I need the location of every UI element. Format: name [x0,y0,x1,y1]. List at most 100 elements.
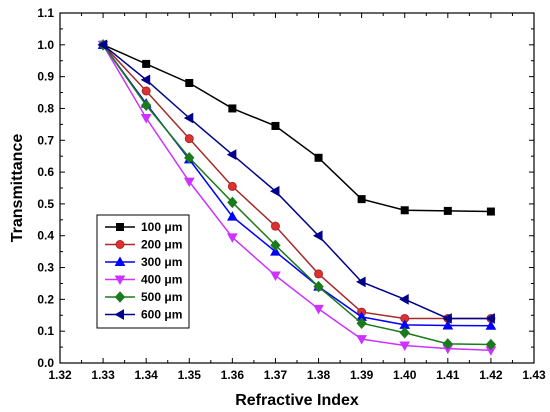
x-tick-label: 1.32 [48,368,72,382]
y-tick-label: 0.4 [37,229,54,243]
x-tick-label: 1.40 [393,368,417,382]
data-point [228,104,237,113]
y-tick-label: 0.7 [37,133,54,147]
y-axis-title: Transmittance [9,134,26,243]
x-tick-label: 1.39 [350,368,374,382]
x-tick-label: 1.35 [178,368,202,382]
data-point [399,294,409,305]
legend-marker [115,240,125,249]
data-point [399,341,411,352]
x-tick-label: 1.36 [221,368,245,382]
data-point [313,230,323,242]
y-tick-label: 1.0 [37,38,54,52]
data-point [141,99,152,112]
x-tick-label: 1.34 [135,368,159,382]
legend-marker [116,223,124,231]
y-tick-label: 0.1 [37,324,54,338]
data-point [443,206,452,215]
data-point [485,338,497,351]
data-point [486,207,495,216]
x-tick-label: 1.37 [264,368,288,382]
data-point [270,239,281,252]
legend-label: 600 μm [141,308,182,322]
data-point [270,246,281,256]
data-point [97,39,108,51]
data-point [183,112,194,124]
data-point [442,313,452,324]
data-point [485,313,495,324]
data-point [313,280,324,293]
data-point [356,276,366,288]
legend-label: 300 μm [141,255,182,269]
legend-entry: 600 μm [105,308,182,322]
data-point [271,121,280,130]
data-point [141,86,151,96]
legend-entry: 200 μm [105,238,182,252]
data-point [227,196,238,209]
data-point [269,185,280,197]
data-point [442,319,454,330]
series-1 [99,40,495,216]
data-point [183,177,195,188]
y-tick-label: 0.6 [37,165,54,179]
legend-marker [114,291,126,303]
y-tick-label: 0.0 [37,356,54,370]
data-point [356,335,367,345]
data-point [314,269,324,279]
data-point [270,221,280,231]
data-point [400,206,409,215]
legend-label: 100 μm [141,220,182,234]
series-layer [97,39,497,356]
data-point [140,114,152,124]
series-line [102,44,491,320]
series-line [102,44,491,346]
legend-box [96,214,190,329]
x-tick-label: 1.38 [307,368,331,382]
x-tick-label: 1.41 [436,368,460,382]
data-point [356,317,367,329]
data-point [185,79,194,87]
y-tick-label: 0.8 [37,101,54,115]
series-line [102,44,491,320]
ticks: 1.32 1.33 1.34 1.35 1.36 1.37 1.38 1.39 1.40 1.41… [37,6,546,382]
data-point [140,74,151,86]
data-point [313,304,324,315]
legend-label: 500 μm [141,290,182,304]
series-line [102,44,491,352]
legend-marker [114,309,124,320]
data-point [270,271,281,282]
y-tick-label: 1.1 [37,6,54,20]
legend-marker [114,275,126,286]
data-point [399,327,410,339]
legend-label: 200 μm [141,238,182,252]
y-tick-label: 0.5 [37,197,54,211]
x-tick-label: 1.43 [522,368,546,382]
x-axis-title: Refractive Index [235,392,359,409]
y-tick-label: 0.2 [37,292,54,306]
x-tick-label: 1.33 [91,368,115,382]
legend-label: 400 μm [141,273,182,287]
data-point [227,233,238,243]
legend-entry: 400 μm [105,273,182,287]
legend-entry: 100 μm [105,220,182,234]
data-point [184,152,195,164]
data-point [226,149,237,160]
x-tick-label: 1.42 [479,368,503,382]
data-point [314,153,323,162]
data-point [357,195,366,204]
y-tick-label: 0.9 [37,70,54,84]
legend-entry: 300 μm [105,255,182,269]
legend-entry: 500 μm [105,290,182,304]
data-point [227,181,237,191]
legend-marker [114,256,126,266]
series-6 [97,39,495,324]
data-point [184,134,194,144]
legend: 100 μm 200 μm 300 μm 400 μm 500 μm 600 μm [96,214,190,329]
data-point [485,320,497,330]
data-point [142,59,151,68]
y-tick-label: 0.3 [37,261,54,275]
series-line [102,44,491,213]
data-point [442,338,453,350]
